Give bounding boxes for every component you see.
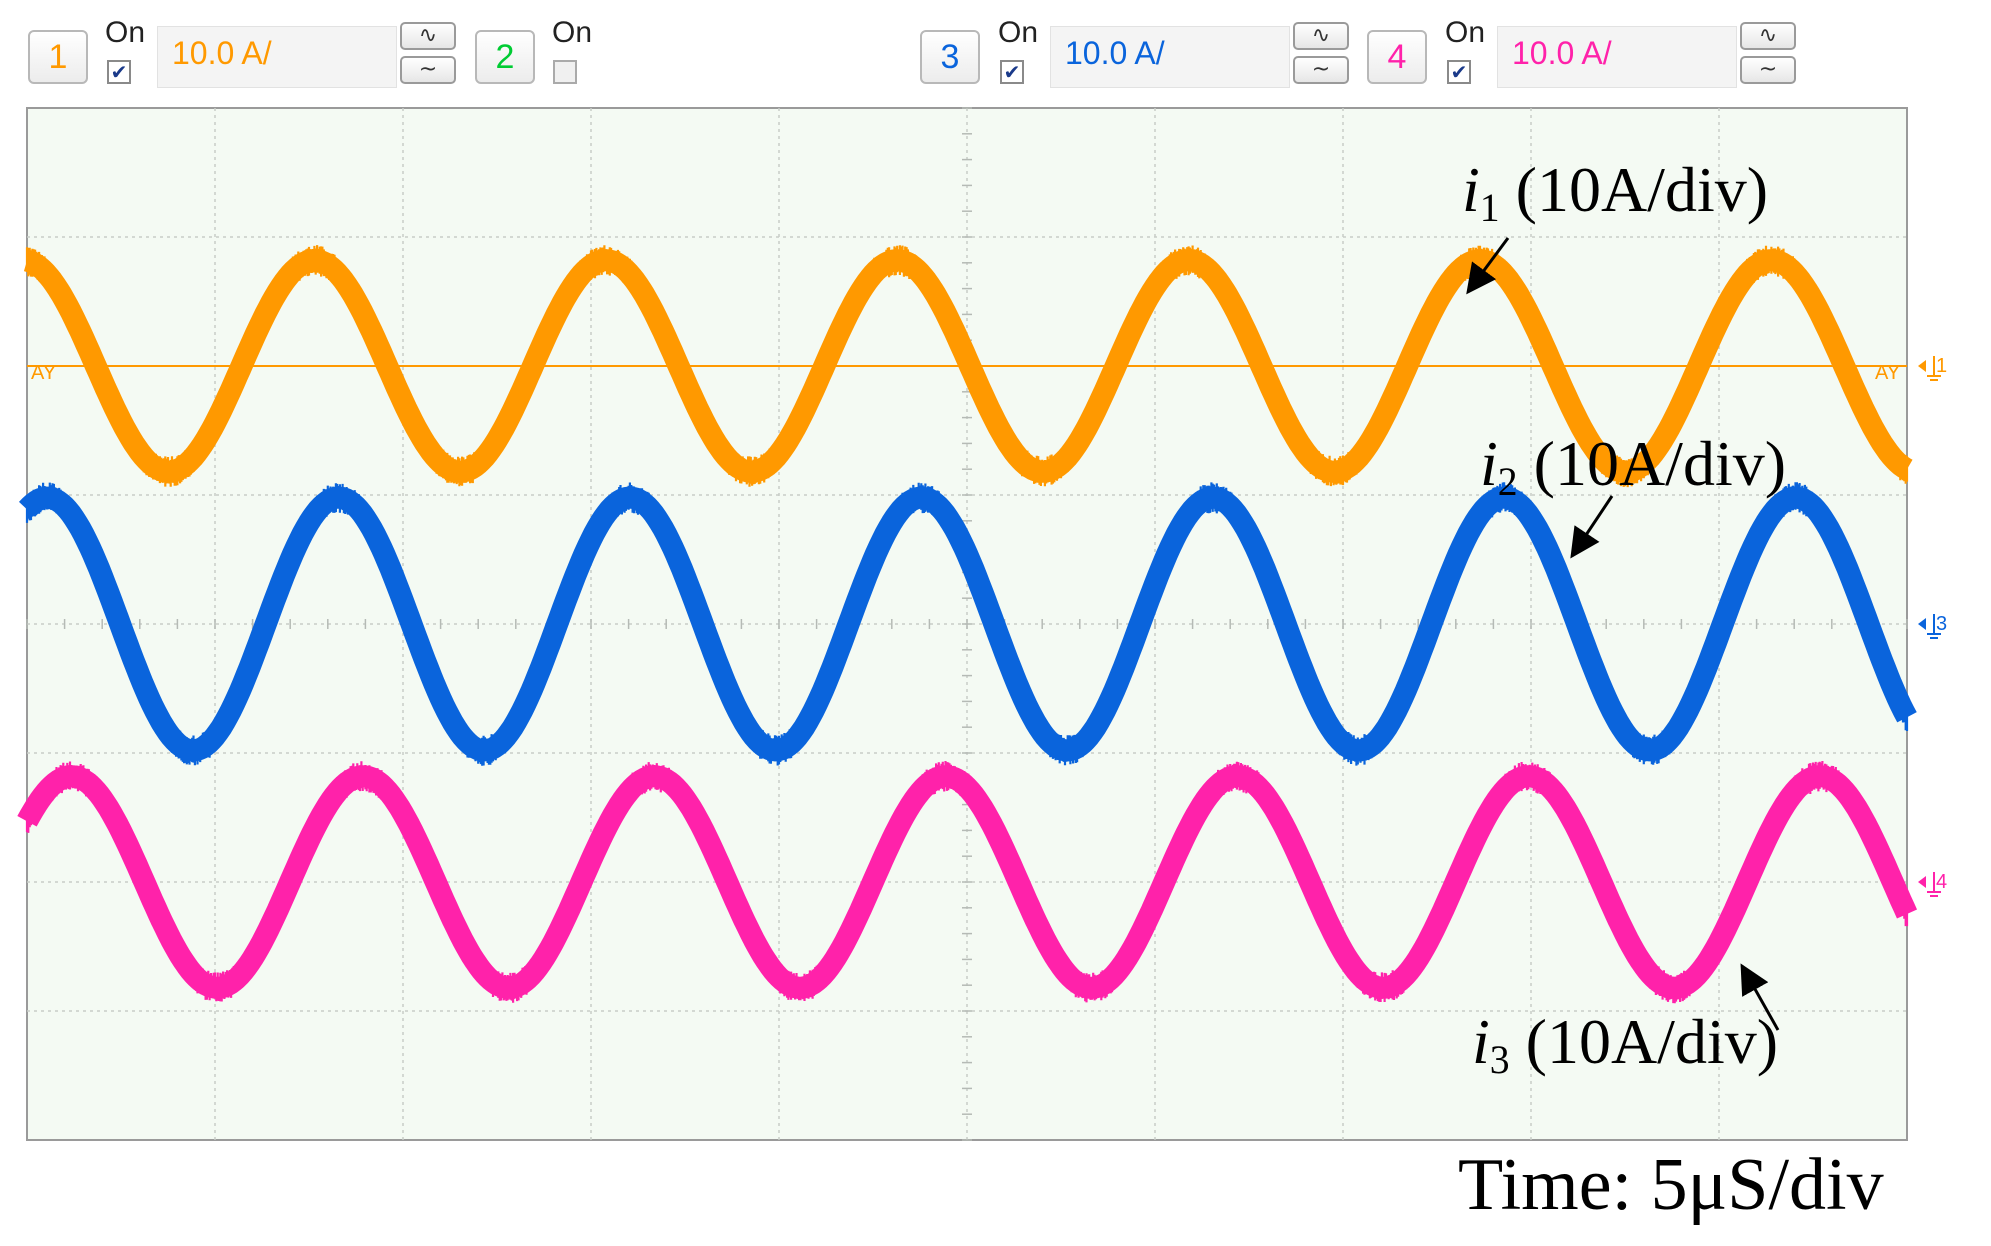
arrow-i1 [1466,237,1510,295]
i3-label: i3 (10A/div) [1472,1006,1779,1082]
marker-arrow [1918,618,1926,630]
channel-3-scale-field[interactable]: 10.0 A/ [1050,26,1290,88]
dc-coupling-icon[interactable]: ~ [1740,56,1796,84]
channel-2-on-label: On [552,16,593,49]
channel-1-on-label: On [105,16,146,49]
traces: AY AY [17,245,1918,1004]
ac-coupling-icon[interactable]: ∿ [1740,22,1796,50]
channel-1-on-checkbox[interactable]: ✔ [107,60,131,84]
channel-3-button[interactable]: 3 [920,30,980,84]
trace-core-i3 [17,765,1918,999]
trigger-level-label-right: AY [1875,362,1900,384]
i2-label: i2 (10A/div) [1480,428,1787,504]
channel-4-button[interactable]: 4 [1367,30,1427,84]
channel-4-on-label: On [1445,16,1486,49]
channel-2-button[interactable]: 2 [475,30,535,84]
ground-marker-label: 3 [1936,613,1947,635]
marker-arrow [1918,360,1926,372]
channel-3-on-label: On [998,16,1039,49]
trace-core-i2 [18,486,1917,762]
ground-markers: 1 3 4 [1918,355,1947,897]
ground-marker-3[interactable]: 3 [1918,613,1947,639]
ac-coupling-icon[interactable]: ∿ [1293,22,1349,50]
channel-2-on-checkbox[interactable] [553,60,577,84]
channel-toolbar: 1 On ✔ 10.0 A/ ∿ ~ 2 On 3 On ✔ 10.0 A/ ∿… [0,0,1991,105]
dc-coupling-icon[interactable]: ~ [1293,56,1349,84]
arrow-i2 [1570,495,1614,559]
channel-1-scale-field[interactable]: 10.0 A/ [157,26,397,88]
ground-marker-4[interactable]: 4 [1918,871,1947,897]
arrow-i3 [1740,963,1780,1031]
trace-core-i1 [19,249,1915,483]
channel-3-on-checkbox[interactable]: ✔ [1000,60,1024,84]
annotation-arrows [1466,237,1780,1031]
ground-marker-1[interactable]: 1 [1918,355,1947,381]
channel-4-scale-field[interactable]: 10.0 A/ [1497,26,1737,88]
channel-1-button[interactable]: 1 [28,30,88,84]
time-scale-label: Time: 5μS/div [1458,1144,1884,1226]
i1-label: i1 (10A/div) [1462,154,1769,230]
dc-coupling-icon[interactable]: ~ [400,56,456,84]
marker-arrow [1918,876,1926,888]
ground-marker-label: 1 [1936,355,1947,377]
trigger-level-label: AY [31,362,56,384]
ground-marker-label: 4 [1936,871,1947,893]
channel-4-on-checkbox[interactable]: ✔ [1447,60,1471,84]
ac-coupling-icon[interactable]: ∿ [400,22,456,50]
